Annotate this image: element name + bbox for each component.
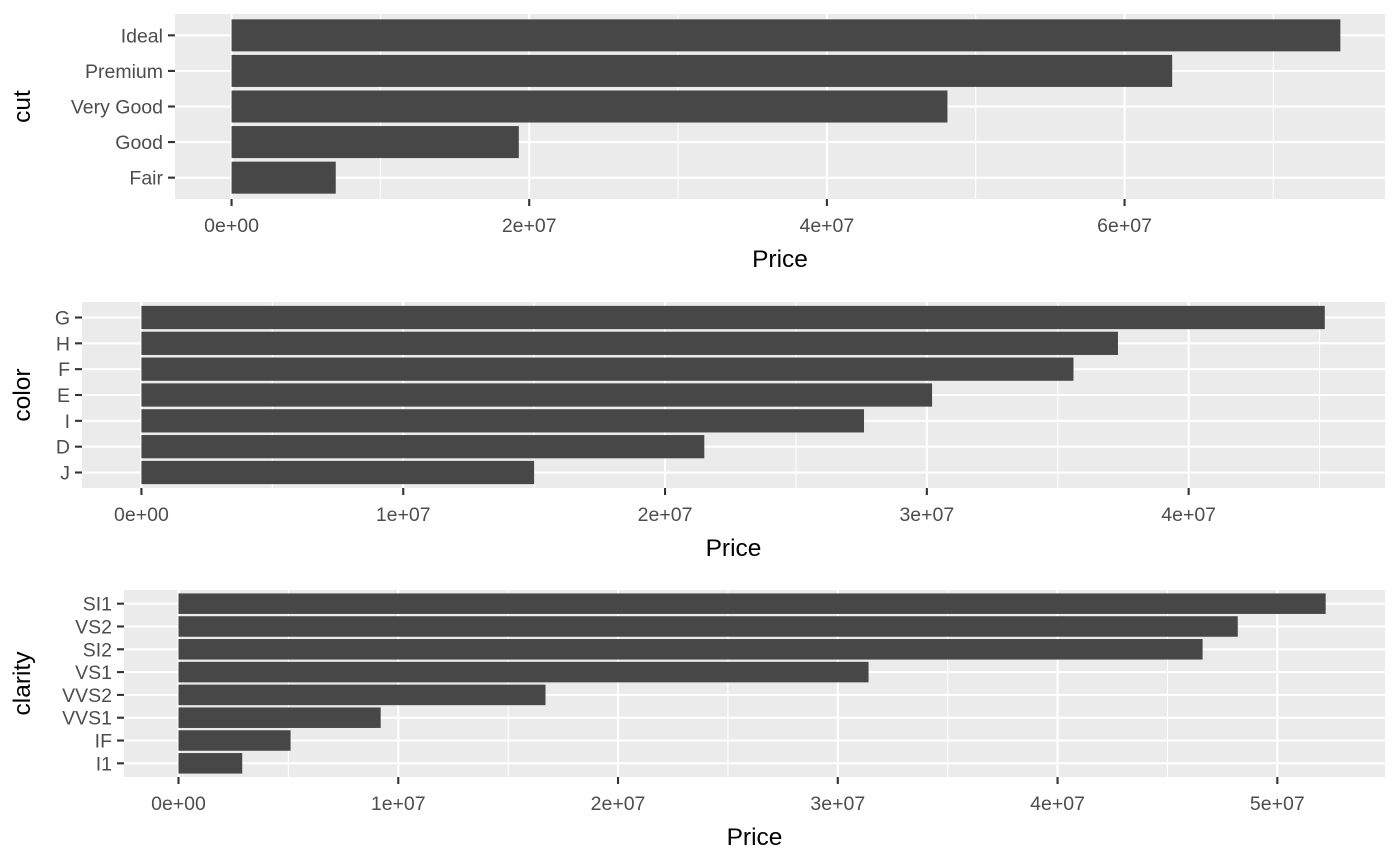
x-tick-label: 4e+07 [1030,793,1085,815]
y-tick-label: Very Good [71,97,163,119]
bar-good [231,126,519,159]
y-tick-label: J [60,463,70,485]
y-tick-label: I1 [96,753,112,775]
y-tick-label: VS1 [75,662,112,684]
bar-premium [231,54,1173,87]
x-tick-label: 0e+00 [151,793,206,815]
y-tick-label: VS2 [75,616,112,638]
x-tick-label: 4e+07 [799,215,854,237]
y-tick-label: Premium [85,61,163,83]
y-tick-label: Ideal [121,25,163,47]
bar-fair [231,161,336,194]
bar-very-good [231,90,948,123]
bar-vvs1 [178,707,381,728]
y-tick-label: SI2 [83,639,112,661]
bar-si2 [178,639,1203,660]
y-axis-title: color [9,368,36,421]
y-tick-label: IF [95,731,112,753]
x-axis-title: Price [727,824,783,851]
y-tick-label: Fair [129,168,163,190]
bar-h [141,331,1118,355]
bar-e [141,383,933,407]
x-tick-label: 3e+07 [810,793,865,815]
bar-i1 [178,753,243,774]
bar-i [141,409,865,433]
x-tick-label: 0e+00 [114,504,169,526]
y-axis-title: clarity [9,651,36,716]
bar-si1 [178,593,1326,614]
y-tick-label: D [56,437,70,459]
bar-f [141,357,1074,381]
x-tick-label: 3e+07 [899,504,954,526]
y-tick-label: F [58,359,70,381]
y-tick-label: SI1 [83,594,112,616]
x-tick-label: 0e+00 [204,215,259,237]
bar-vs1 [178,661,869,683]
x-axis-title: Price [752,246,808,273]
x-tick-label: 6e+07 [1097,215,1152,237]
y-tick-label: Good [115,132,163,154]
chart-panel-cut: Ideal Premium Very Good Good Fair 0e+00 2e+07 4… [9,14,1385,273]
bar-vs2 [178,616,1238,637]
bar-g [141,305,1325,330]
x-tick-label: 2e+07 [591,793,646,815]
bar-j [141,460,535,485]
x-tick-label: 1e+07 [371,793,426,815]
x-tick-label: 5e+07 [1250,793,1305,815]
x-tick-label: 2e+07 [502,215,557,237]
y-tick-label: G [55,308,70,330]
bar-if [178,730,291,751]
bar-ideal [231,19,1341,52]
y-tick-label: VVS2 [62,685,112,707]
x-tick-label: 1e+07 [376,504,431,526]
y-axis-title: cut [9,90,36,123]
y-tick-label: H [56,333,70,355]
y-tick-label: E [57,385,70,407]
y-tick-label: I [65,411,70,433]
bar-d [141,435,705,459]
x-tick-label: 2e+07 [638,504,693,526]
x-axis-title: Price [706,535,762,562]
y-tick-label: VVS1 [62,708,112,730]
bar-vvs2 [178,684,546,706]
x-tick-label: 4e+07 [1161,504,1216,526]
